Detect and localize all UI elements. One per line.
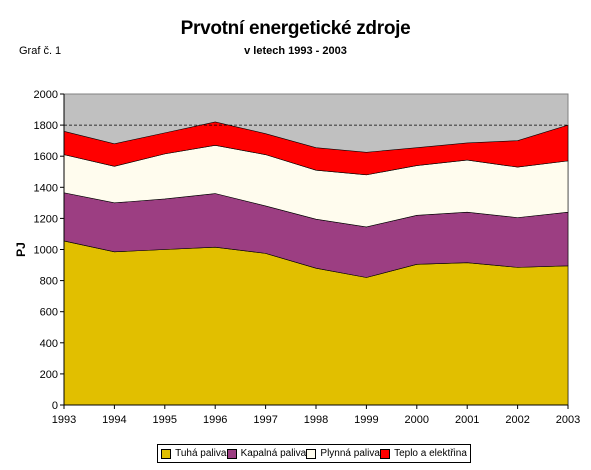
legend-item-plynna-paliva: Plynná paliva <box>306 448 380 459</box>
y-tick-label: 200 <box>40 369 58 381</box>
y-tick-label: 600 <box>40 307 58 319</box>
y-tick-label: 800 <box>40 276 58 288</box>
legend-label-tuha-paliva: Tuhá paliva <box>175 448 227 459</box>
legend-swatch-teplo-a-elektrina <box>380 448 391 459</box>
x-tick-label: 1995 <box>153 414 177 426</box>
x-tick-label: 1999 <box>354 414 378 426</box>
legend-item-teplo-a-elektrina: Teplo a elektřina <box>380 448 467 459</box>
legend-swatch-plynna-paliva <box>306 448 317 459</box>
y-tick-label: 2000 <box>34 89 58 101</box>
legend-label-teplo-a-elektrina: Teplo a elektřina <box>394 448 467 459</box>
chart-title: Prvotní energetické zdroje <box>180 18 411 39</box>
x-tick-label: 2001 <box>455 414 479 426</box>
x-tick-label: 1993 <box>52 414 76 426</box>
legend-label-kapalna-paliva: Kapalná paliva <box>240 448 307 459</box>
legend-swatch-tuha-paliva <box>161 448 172 459</box>
chart-subtitle: v letech 1993 - 2003 <box>244 45 347 57</box>
legend-swatch-kapalna-paliva <box>226 448 237 459</box>
y-tick-label: 1200 <box>34 213 58 225</box>
area-teplo-a-elektrina <box>63 121 569 176</box>
y-tick-label: 1400 <box>34 182 58 194</box>
x-tick-label: 2000 <box>405 414 429 426</box>
graph-number-label: Graf č. 1 <box>19 45 62 57</box>
axes: 0 200 400 600 800 1000 1200 1400 1600 1800 2000 199… <box>34 89 581 426</box>
x-tick-label: 2003 <box>556 414 580 426</box>
y-tick-label: 0 <box>52 400 58 412</box>
x-tick-label: 1998 <box>304 414 328 426</box>
y-tick-label: 400 <box>40 338 58 350</box>
legend: Tuhá paliva Kapalná paliva Plynná paliva… <box>157 444 471 463</box>
legend-item-tuha-paliva: Tuhá paliva <box>161 448 226 459</box>
y-tick-label: 1800 <box>34 120 58 132</box>
legend-label-plynna-paliva: Plynná paliva <box>320 448 380 459</box>
x-tick-label: 1996 <box>203 414 227 426</box>
legend-item-kapalna-paliva: Kapalná paliva <box>226 448 307 459</box>
y-tick-label: 1600 <box>34 151 58 163</box>
x-tick-label: 2002 <box>505 414 529 426</box>
x-tick-label: 1994 <box>102 414 126 426</box>
y-tick-label: 1000 <box>34 245 58 257</box>
y-axis-label: PJ <box>14 242 28 257</box>
x-tick-label: 1997 <box>253 414 277 426</box>
series-areas <box>63 121 569 406</box>
